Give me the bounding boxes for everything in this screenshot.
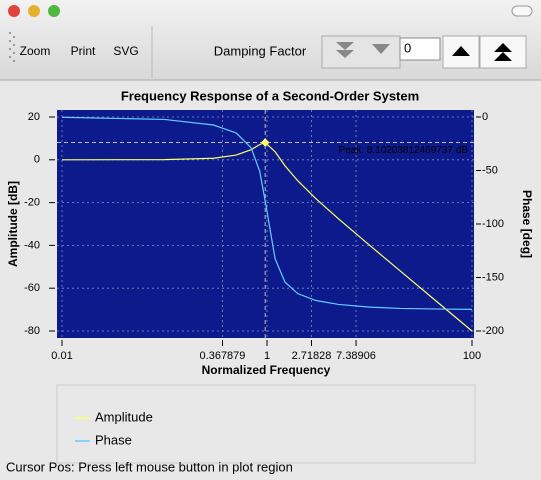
x-axis-title: Normalized Frequency	[202, 363, 331, 377]
x-tick-label: 1	[264, 350, 270, 362]
y-tick-label: -80	[24, 325, 40, 337]
minimize-button[interactable]	[28, 5, 40, 17]
status-bar: Cursor Pos: Press left mouse button in p…	[6, 459, 293, 474]
series-line	[61, 141, 473, 332]
step-up-icon	[452, 46, 470, 56]
x-tick-label: 100	[463, 350, 481, 362]
close-button[interactable]	[8, 5, 20, 17]
down-buttons[interactable]	[321, 35, 401, 69]
peak-annotation: Peak: 8.10203812469737 dB	[338, 145, 468, 156]
legend-label: Phase	[95, 432, 132, 447]
toolbar-grip	[9, 32, 15, 62]
y2-tick-label: -200	[482, 325, 504, 337]
y-tick-label: -20	[24, 197, 40, 209]
x-tick-label: 7.38906	[336, 350, 376, 362]
damping-label: Damping Factor	[214, 43, 307, 58]
x-tick-label: 2.71828	[292, 350, 332, 362]
y-tick-label: 0	[34, 154, 40, 166]
legend-label: Amplitude	[95, 409, 153, 424]
x-tick-label: 0.01	[51, 350, 72, 362]
y2-tick-label: -100	[482, 218, 504, 230]
y2-axis-title: Phase [deg]	[520, 190, 534, 258]
series-line	[61, 116, 473, 310]
page-up-icon	[494, 43, 512, 61]
zoom-button[interactable]	[48, 5, 60, 17]
toolbar-toggle[interactable]	[511, 5, 533, 17]
x-tick-label: 0.367879	[200, 350, 246, 362]
legend-box	[56, 384, 476, 464]
spinbox[interactable]	[399, 37, 441, 61]
y2-tick-label: 0	[482, 111, 488, 123]
y2-tick-label: -150	[482, 271, 504, 283]
y-tick-label: -60	[24, 282, 40, 294]
chart-title: Frequency Response of a Second-Order Sys…	[121, 88, 419, 103]
zoom-tool[interactable]: Zoom	[20, 44, 51, 58]
y-tick-label: 20	[28, 111, 40, 123]
peak-point	[260, 138, 270, 147]
y-axis-title: Amplitude [dB]	[6, 181, 20, 267]
y-tick-label: -40	[24, 239, 40, 251]
page-down-icon	[336, 42, 354, 58]
svg-tool[interactable]: SVG	[113, 44, 138, 58]
y2-tick-label: -50	[482, 164, 498, 176]
step-down-icon	[372, 44, 390, 54]
print-tool[interactable]: Print	[71, 44, 96, 58]
spinbox-value[interactable]: 0	[404, 40, 411, 55]
